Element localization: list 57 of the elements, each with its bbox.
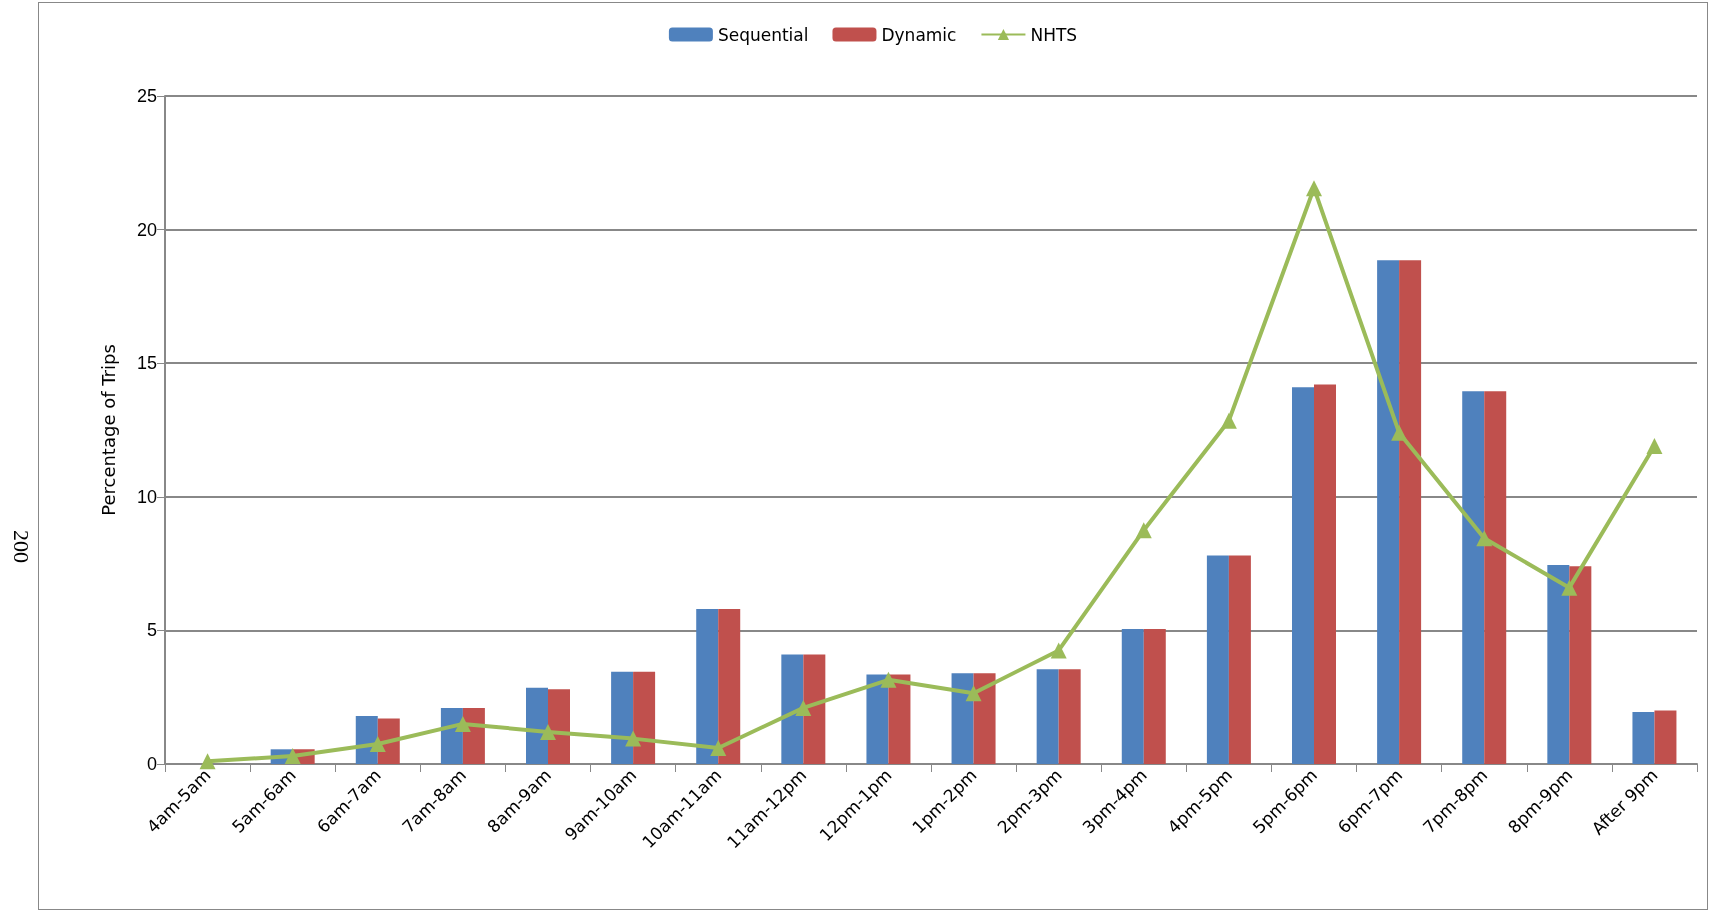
y-tick-label: 0	[146, 754, 157, 774]
y-axis-title: Percentage of Trips	[97, 344, 119, 516]
point	[625, 730, 642, 747]
y-tick-label: 10	[136, 486, 157, 507]
point	[1561, 579, 1578, 596]
bar	[1462, 391, 1485, 764]
bar	[718, 609, 741, 764]
point	[965, 685, 982, 702]
bar	[888, 674, 911, 764]
bar	[1143, 629, 1166, 764]
legend-label: Dynamic	[881, 24, 957, 45]
bar	[1377, 260, 1400, 764]
bar	[1632, 711, 1655, 764]
bar	[866, 674, 889, 764]
bar	[951, 673, 974, 764]
point	[710, 739, 727, 756]
point	[1306, 180, 1322, 197]
bar	[1654, 710, 1677, 764]
bar	[781, 654, 804, 764]
legend-label: NHTS	[1030, 24, 1078, 45]
bar	[1206, 555, 1229, 764]
bar	[1399, 260, 1422, 764]
point	[454, 715, 471, 732]
bar	[973, 673, 996, 764]
bar	[1547, 564, 1570, 764]
legend-label: Sequential	[717, 24, 809, 45]
point	[1220, 412, 1237, 429]
bar	[1121, 629, 1144, 764]
bar	[1228, 555, 1251, 764]
bar	[611, 671, 634, 764]
bar	[803, 654, 826, 764]
y-tick-label: 5	[146, 620, 157, 641]
y-tick-label: 15	[136, 353, 157, 374]
bar	[548, 689, 570, 764]
bar	[1292, 387, 1314, 764]
point	[1476, 530, 1493, 547]
bar	[1569, 566, 1592, 764]
point	[369, 735, 386, 752]
point	[284, 747, 301, 764]
bar	[633, 671, 656, 764]
point	[880, 671, 897, 688]
point	[1135, 522, 1152, 539]
y-tick-label: 20	[136, 219, 157, 240]
bar	[1484, 391, 1507, 764]
point	[1050, 642, 1067, 659]
point	[1391, 424, 1408, 441]
bar	[696, 609, 719, 764]
bar	[1314, 384, 1336, 764]
bar	[1036, 669, 1059, 764]
bar	[526, 687, 548, 764]
bar	[1058, 669, 1081, 764]
point	[199, 753, 216, 770]
point	[540, 723, 556, 740]
text: 200	[8, 530, 34, 563]
point	[795, 699, 812, 716]
point	[1646, 438, 1663, 455]
y-tick-label: 25	[136, 86, 157, 106]
